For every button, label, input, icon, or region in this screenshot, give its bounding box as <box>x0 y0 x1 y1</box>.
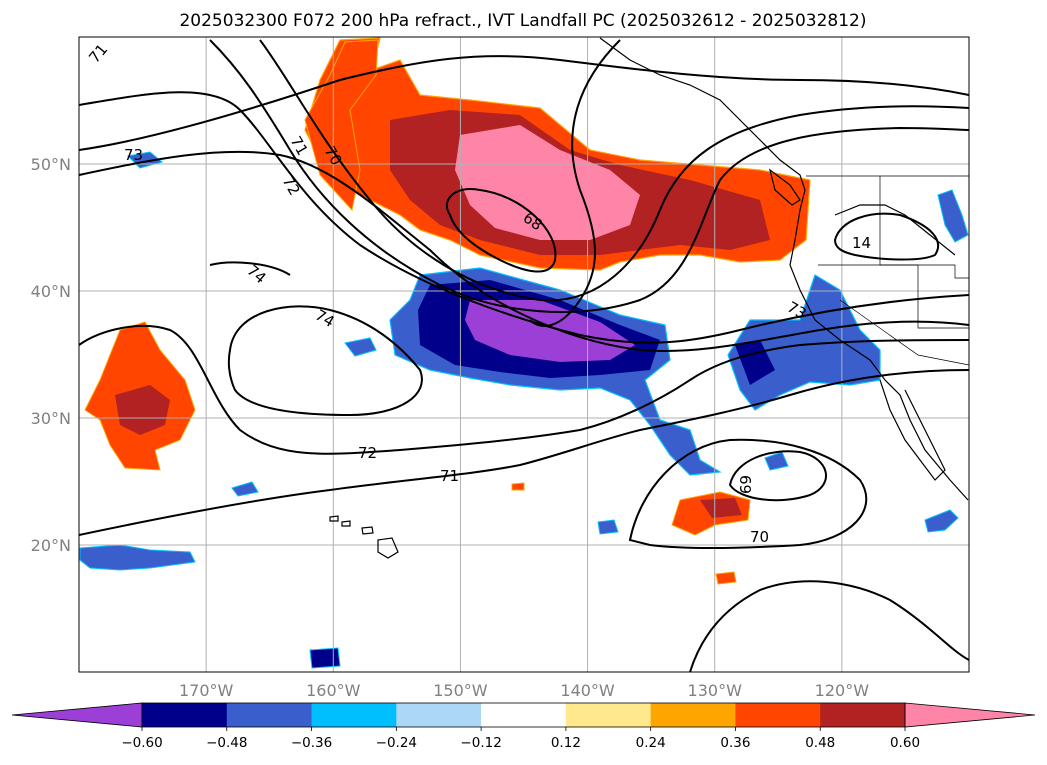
colorbar: −0.60 −0.48 −0.36 −0.24 −0.12 0.12 0.24 0.36 0.4… <box>11 702 1036 751</box>
colorbar-swatch <box>311 703 397 727</box>
negative-anomaly-small-4 <box>764 451 789 471</box>
positive-anomaly-small-1 <box>715 571 737 585</box>
state-border-2 <box>818 264 969 329</box>
negative-anomaly-small-3 <box>231 481 259 497</box>
contour-label: 70 <box>750 528 769 546</box>
oahu <box>341 520 351 527</box>
negative-anomaly-ne <box>937 189 969 243</box>
contour-label: 71 <box>440 467 459 485</box>
colorbar-tick-label: −0.12 <box>460 735 501 751</box>
lon-tick-label: 170°W <box>179 681 234 700</box>
lon-tick-label: 130°W <box>688 681 743 700</box>
lat-tick-label: 40°N <box>31 282 71 301</box>
state-border-3 <box>839 299 969 366</box>
contour-label: 72 <box>358 444 377 462</box>
contour-70-loop <box>628 438 868 550</box>
contour-lines <box>79 39 969 672</box>
colorbar-extend-high <box>904 702 1036 728</box>
shaded-fields <box>79 37 969 669</box>
coastlines <box>599 37 969 501</box>
gridlines <box>79 37 969 672</box>
contour-label: 69 <box>736 475 754 494</box>
positive-anomaly-strip <box>304 39 379 212</box>
contour-68 <box>445 188 557 273</box>
state-border-1 <box>879 176 969 279</box>
map-panel: 71 71 70 72 74 74 68 72 71 69 70 73 14 7… <box>31 36 970 700</box>
lon-tick-label: 150°W <box>433 681 488 700</box>
contour-label: 14 <box>852 234 871 252</box>
contour-70-tail <box>689 580 969 672</box>
colorbar-swatch <box>226 703 313 727</box>
political-borders <box>806 175 969 366</box>
contour-71-b <box>209 39 969 313</box>
colorbar-swatch <box>481 703 567 727</box>
colorbar-tick-label: 0.24 <box>636 735 666 751</box>
positive-anomaly-small-2 <box>511 482 525 491</box>
colorbar-tick-label: 0.48 <box>805 735 835 751</box>
colorbar-tick-label: 0.12 <box>551 735 581 751</box>
lat-tick-label: 50°N <box>31 155 71 174</box>
contour-71-s <box>79 369 969 536</box>
purple-center <box>465 300 635 362</box>
negative-anomaly-small-5 <box>597 519 619 535</box>
contour-label: 73 <box>124 146 143 164</box>
contour-72-w <box>79 91 969 344</box>
colorbar-swatch <box>650 703 736 727</box>
dark-red-south <box>700 498 742 518</box>
lon-tick-label: 160°W <box>306 681 361 700</box>
colorbar-swatch <box>396 703 482 727</box>
kauai <box>329 515 339 522</box>
lat-tick-label: 30°N <box>31 409 71 428</box>
colorbar-swatch <box>735 703 821 727</box>
contour-69 <box>529 39 621 327</box>
contour-14-loop <box>833 212 940 261</box>
north-america-coast <box>599 37 969 501</box>
colorbar-swatch <box>142 703 228 727</box>
pink-north <box>455 125 640 240</box>
colorbar-swatch <box>565 703 652 727</box>
contour-74-label-line <box>209 261 291 276</box>
negative-anomaly-bottom <box>309 647 341 669</box>
contour-69-loop <box>728 450 827 502</box>
negative-anomaly-sw <box>79 544 196 571</box>
negative-anomaly-small-1 <box>344 337 377 357</box>
colorbar-swatch <box>820 703 906 727</box>
colorbar-frame <box>141 702 906 728</box>
dark-red-west <box>115 385 170 435</box>
baja-peninsula <box>879 379 946 481</box>
contour-70 <box>259 39 969 302</box>
colorbar-tick-label: −0.48 <box>206 735 247 751</box>
colorbar-tick-label: 0.60 <box>890 735 920 751</box>
contour-74-loop <box>227 305 423 417</box>
map-title: 2025032300 F072 200 hPa refract., IVT La… <box>179 11 866 31</box>
map-frame <box>78 36 970 673</box>
hawaii-islands <box>329 515 399 559</box>
lon-tick-label: 120°W <box>815 681 870 700</box>
coast-inlet <box>834 204 956 256</box>
big-island <box>377 537 399 559</box>
vancouver-island <box>769 168 801 206</box>
maui <box>361 526 374 535</box>
contour-71-nw <box>79 55 969 151</box>
lon-tick-label: 140°W <box>560 681 615 700</box>
colorbar-tick-label: 0.36 <box>720 735 750 751</box>
negative-anomaly-se <box>924 509 959 533</box>
lat-tick-label: 20°N <box>31 536 71 555</box>
colorbar-tick-label: −0.60 <box>121 735 162 751</box>
colorbar-extend-low <box>11 702 143 728</box>
axis-tick-labels: 170°W 160°W 150°W 140°W 130°W 120°W 20°N 30°N 40… <box>31 155 870 700</box>
colorbar-tick-label: −0.36 <box>291 735 332 751</box>
contour-72-s <box>79 324 969 455</box>
colorbar-tick-label: −0.24 <box>376 735 417 751</box>
